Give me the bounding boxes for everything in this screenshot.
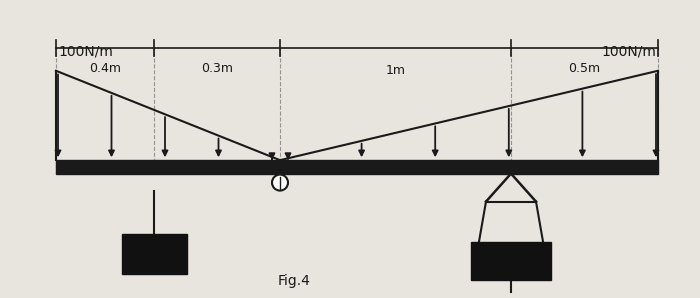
Text: 100N/m: 100N/m <box>601 45 656 59</box>
Text: 0.3m: 0.3m <box>201 62 233 75</box>
Bar <box>56 160 658 173</box>
Circle shape <box>272 175 288 191</box>
Text: 0.5m: 0.5m <box>568 62 601 75</box>
Text: 0.4m: 0.4m <box>89 62 121 75</box>
Text: 100N/m: 100N/m <box>58 45 113 59</box>
Bar <box>471 242 551 280</box>
Text: 1m: 1m <box>386 64 405 77</box>
Text: Fig.4: Fig.4 <box>278 274 310 288</box>
Bar <box>122 234 186 274</box>
